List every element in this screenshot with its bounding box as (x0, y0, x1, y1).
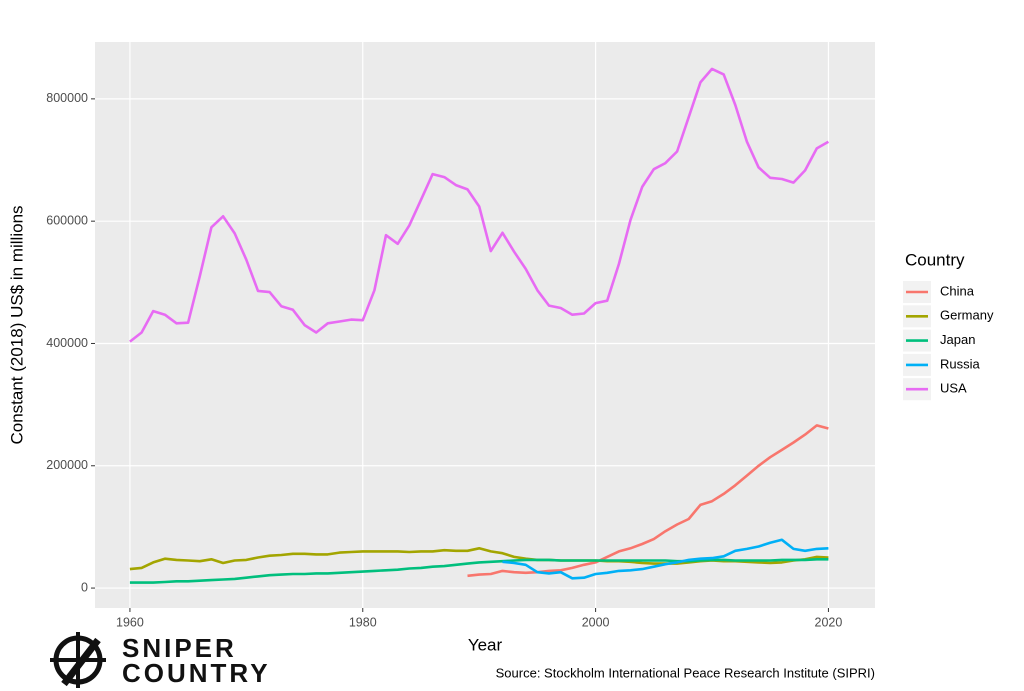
y-tick-label: 200000 (46, 458, 88, 472)
y-tick-label: 0 (81, 580, 88, 594)
x-tick-label: 2020 (815, 615, 843, 629)
logo-icon (61, 637, 101, 687)
logo-text: COUNTRY (122, 658, 271, 688)
line (502, 538, 829, 580)
x-tick-label: 1980 (349, 615, 377, 629)
legend-title: Country (905, 250, 965, 269)
y-axis-title: Constant (2018) US$ in millions (7, 205, 26, 444)
line (129, 67, 830, 343)
logo-text: SNIPER (122, 633, 237, 663)
line (129, 558, 829, 584)
x-tick-label: 1960 (116, 615, 144, 629)
legend-label: Germany (940, 308, 994, 323)
caption: Source: Stockholm International Peace Re… (496, 665, 875, 680)
logo: SNIPER COUNTRY (50, 632, 271, 688)
x-tick-label: 2000 (582, 615, 610, 629)
y-tick-label: 800000 (46, 91, 88, 105)
plot-panel (95, 42, 875, 608)
legend-label: USA (940, 381, 967, 396)
y-tick-label: 600000 (46, 213, 88, 227)
legend-label: China (940, 283, 975, 298)
line (467, 424, 829, 578)
legend-label: Russia (940, 356, 981, 371)
legend-label: Japan (940, 332, 975, 347)
x-axis-title: Year (468, 635, 503, 654)
y-tick-label: 400000 (46, 336, 88, 350)
